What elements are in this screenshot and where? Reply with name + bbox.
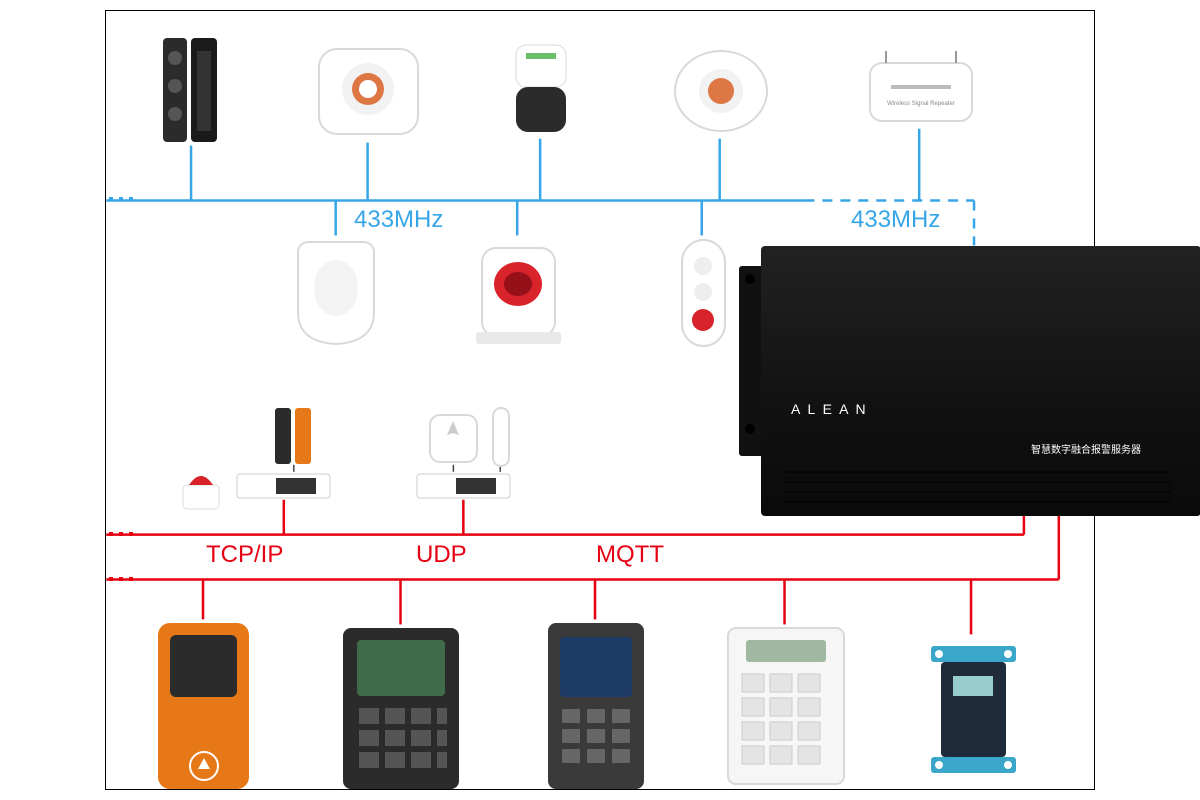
server-subtitle: 智慧数字融合报警服务器 <box>1031 441 1141 456</box>
alarm-server: A L E A N 智慧数字融合报警服务器 <box>761 246 1200 516</box>
panel-keypad-slim-icon <box>546 621 646 791</box>
panel-keypad-white-icon <box>726 626 846 786</box>
label-mqtt: MQTT <box>596 541 664 569</box>
remote-fob-icon <box>676 236 731 351</box>
beam-sensor-icon <box>161 36 221 146</box>
label-433-left: 433MHz <box>354 206 443 234</box>
door-contact-icon <box>491 406 511 468</box>
smoke-detector-icon <box>671 46 771 136</box>
beam-mini-icon <box>271 406 316 466</box>
bus-continue-dots-wireless <box>109 197 133 201</box>
motion-sensor-icon <box>296 236 376 346</box>
serial-converter-icon <box>931 636 1016 781</box>
signal-repeater-icon: Wireless Signal Repeater <box>866 51 976 126</box>
io-module-2-icon <box>416 473 511 499</box>
svg-text:Wireless Signal Repeater: Wireless Signal Repeater <box>887 101 955 107</box>
glass-break-icon <box>426 411 481 466</box>
outdoor-siren-icon <box>476 236 561 346</box>
diagram-stage: 433MHz 433MHz TCP/IP UDP MQTT A L E A N … <box>105 10 1095 790</box>
panel-keypad-dark-icon <box>341 626 461 791</box>
io-module-1-icon <box>236 473 331 499</box>
panel-orange-icon <box>156 621 251 791</box>
server-brand: A L E A N <box>791 401 868 417</box>
label-udp: UDP <box>416 541 467 569</box>
bus-continue-dots-wired2 <box>109 577 133 581</box>
bus-continue-dots-wired1 <box>109 532 133 536</box>
label-tcpip: TCP/IP <box>206 541 283 569</box>
wifi-panel-icon <box>316 41 421 141</box>
mini-siren-icon <box>181 471 221 511</box>
mini-pir-icon <box>506 41 576 136</box>
label-433-right: 433MHz <box>851 206 940 234</box>
